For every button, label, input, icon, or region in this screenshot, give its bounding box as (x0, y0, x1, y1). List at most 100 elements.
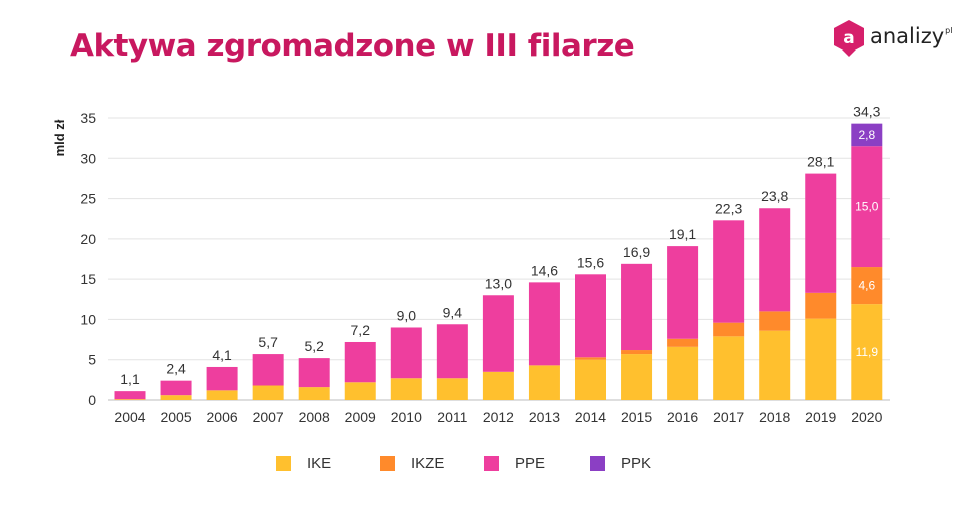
legend-item-ppk: PPK (590, 455, 651, 472)
x-tick-label: 2007 (253, 409, 284, 425)
bar-ike-2013 (528, 365, 560, 400)
y-tick-label: 25 (80, 191, 96, 207)
segment-label-ikze-2020: 4,6 (858, 279, 875, 293)
logo-hexagon (834, 20, 864, 53)
bar-ppk-2020 (851, 123, 883, 147)
bar-ikze-2019 (805, 292, 837, 319)
y-tick-label: 30 (80, 150, 96, 166)
total-label-2014: 15,6 (577, 254, 604, 270)
bar-ppe-2009 (344, 341, 376, 383)
x-tick-label: 2012 (483, 409, 514, 425)
legend: IKE IKZE PPE PPK (0, 455, 969, 477)
x-tick-label: 2020 (851, 409, 882, 425)
bar-ike-2017 (713, 336, 745, 400)
x-tick-label: 2019 (805, 409, 836, 425)
bars (114, 123, 883, 400)
legend-swatch-ikze (380, 456, 395, 471)
legend-item-ikze: IKZE (380, 455, 444, 472)
bar-ike-2010 (390, 378, 422, 400)
chart-title: Aktywa zgromadzone w III filarze (70, 28, 635, 64)
y-tick-label: 35 (80, 110, 96, 126)
bar-ikze-2016 (667, 338, 699, 347)
bar-ike-2004 (114, 399, 146, 400)
bar-ppe-2017 (713, 220, 745, 323)
total-label-2004: 1,1 (120, 371, 140, 387)
total-label-2020: 34,3 (853, 104, 880, 120)
total-label-2018: 23,8 (761, 188, 788, 204)
x-tick-label: 2013 (529, 409, 560, 425)
x-tick-label: 2014 (575, 409, 606, 425)
bar-ike-2009 (344, 382, 376, 400)
bar-ppe-2018 (759, 208, 791, 312)
x-tick-label: 2011 (437, 409, 467, 425)
y-tick-label: 15 (80, 271, 96, 287)
logo-text: analizy (870, 24, 945, 48)
x-tick-label: 2006 (207, 409, 238, 425)
bar-ike-2019 (805, 318, 837, 400)
bar-ike-2015 (621, 354, 653, 400)
bar-ppe-2008 (298, 358, 330, 388)
x-tick-label: 2010 (391, 409, 422, 425)
bar-ike-2005 (160, 395, 192, 400)
total-label-2016: 19,1 (669, 226, 696, 242)
bar-ikze-2015 (621, 350, 653, 355)
bar-ppe-2011 (436, 324, 468, 379)
bar-ppe-2007 (252, 354, 284, 386)
logo-letter: a (843, 28, 854, 48)
x-tick-label: 2018 (759, 409, 790, 425)
total-label-2009: 7,2 (351, 322, 371, 338)
y-tick-label: 20 (80, 231, 96, 247)
x-tick-label: 2008 (299, 409, 330, 425)
legend-item-ike: IKE (276, 455, 331, 472)
x-tick-label: 2005 (160, 409, 191, 425)
bar-ike-2020 (851, 304, 883, 400)
legend-swatch-ppe (484, 456, 499, 471)
legend-label-ikze: IKZE (411, 455, 445, 472)
total-label-2011: 9,4 (443, 304, 463, 320)
bar-ppe-2019 (805, 173, 837, 293)
bar-ikze-2018 (759, 311, 791, 331)
bar-ppe-2016 (667, 246, 699, 339)
segment-label-ppe-2020: 15,0 (855, 200, 879, 214)
y-axis-label: mld zł (52, 119, 67, 156)
bar-ikze-2017 (713, 322, 745, 337)
total-label-2013: 14,6 (531, 262, 558, 278)
bar-ike-2011 (436, 378, 468, 400)
x-tick-label: 2015 (621, 409, 652, 425)
bar-ikze-2014 (575, 357, 606, 360)
total-label-2007: 5,7 (258, 334, 278, 350)
bar-ppe-2015 (621, 263, 653, 351)
bar-ikze-2020 (851, 267, 883, 305)
bar-ppe-2013 (528, 282, 560, 366)
x-axis: 2004 2005 2006 2007 2008 2009 2010 2011 2012 2013… (114, 409, 882, 425)
segment-label-ppk-2020: 2,8 (858, 128, 875, 142)
legend-swatch-ppk (590, 456, 605, 471)
x-tick-label: 2017 (713, 409, 744, 425)
total-label-2006: 4,1 (212, 347, 232, 363)
bar-ppe-2014 (575, 274, 606, 358)
bar-ike-2016 (667, 346, 699, 400)
segment-label-ike-2020: 11,9 (856, 345, 879, 359)
legend-label-ppe: PPE (515, 455, 546, 472)
total-label-2015: 16,9 (623, 244, 650, 260)
logo-superscript: pl (945, 26, 953, 35)
legend-item-ppe: PPE (484, 455, 545, 472)
analizy-logo-icon: a (834, 20, 864, 57)
bar-ike-2018 (759, 330, 791, 400)
y-tick-label: 0 (88, 392, 96, 408)
total-label-2010: 9,0 (397, 307, 417, 323)
logo-tail (842, 50, 856, 57)
legend-swatch-ike (276, 456, 291, 471)
total-label-2017: 22,3 (715, 200, 742, 216)
x-tick-label: 2016 (667, 409, 698, 425)
bar-ike-2008 (298, 387, 330, 400)
x-tick-label: 2009 (345, 409, 376, 425)
legend-label-ike: IKE (307, 455, 332, 472)
bar-ppe-2020 (851, 146, 883, 268)
bar-ike-2006 (206, 390, 238, 400)
bar-ike-2007 (252, 385, 284, 400)
y-tick-label: 5 (88, 352, 96, 368)
analizy-logo[interactable]: a analizy pl (832, 18, 952, 58)
y-axis: 0 5 10 15 20 25 30 35 (80, 110, 96, 408)
